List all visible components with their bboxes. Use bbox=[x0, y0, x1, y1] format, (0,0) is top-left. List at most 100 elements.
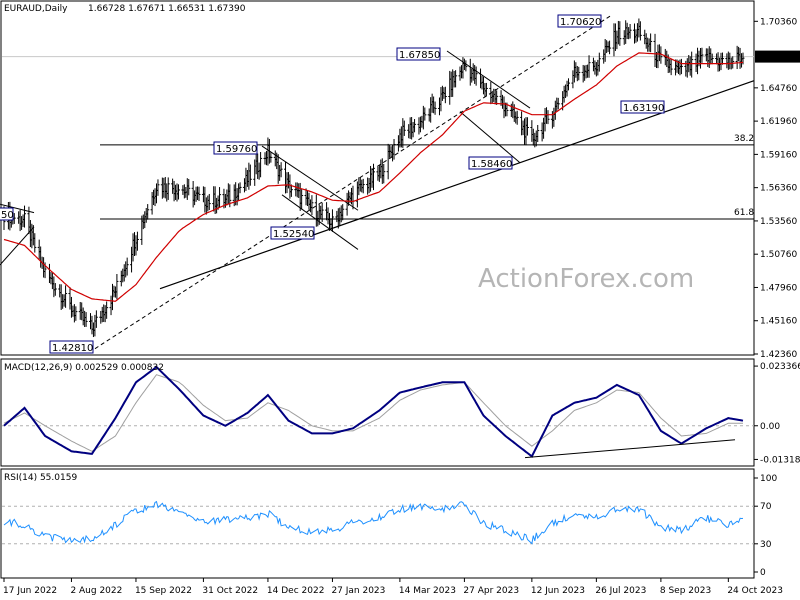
price-bar bbox=[700, 47, 704, 63]
price-bar bbox=[402, 120, 406, 136]
ohlc-readout: 1.66728 1.67671 1.66531 1.67390 bbox=[88, 4, 246, 14]
price-bar bbox=[638, 21, 642, 41]
channel-lower-2 bbox=[459, 111, 521, 164]
macd-tick-label: -0.013186 bbox=[760, 455, 800, 465]
price-bar bbox=[433, 101, 437, 115]
price-bar bbox=[577, 66, 581, 81]
time-tick-label: 2 Aug 2022 bbox=[70, 586, 122, 596]
time-tick-label: 26 Jul 2023 bbox=[595, 586, 646, 596]
price-bar bbox=[567, 78, 571, 91]
price-bar bbox=[248, 164, 252, 186]
time-tick-label: 31 Oct 2022 bbox=[202, 586, 258, 596]
price-bar bbox=[628, 23, 632, 39]
label-high-170620: 1.70620 bbox=[560, 17, 601, 28]
macd-line bbox=[3, 365, 744, 458]
channel-dashed-line bbox=[94, 14, 613, 350]
macd-layer bbox=[2, 365, 754, 459]
price-layer: 1.70620 1.67850 1.59760 1.58460 1.63190 1.525… bbox=[0, 14, 754, 354]
watermark: ActionForex.com bbox=[478, 264, 694, 294]
channel-lower-1 bbox=[281, 194, 359, 250]
channel-upper-2 bbox=[446, 50, 531, 109]
chart-title: EURAUD,Daily bbox=[4, 4, 68, 14]
price-bar bbox=[320, 202, 324, 222]
price-bar bbox=[259, 152, 263, 178]
time-tick-label: 17 Jun 2022 bbox=[3, 586, 57, 596]
label-158460: 1.58460 bbox=[471, 159, 512, 170]
label-low-142810-box bbox=[49, 340, 94, 354]
price-bar bbox=[115, 274, 119, 300]
price-bar bbox=[474, 66, 478, 86]
rsi-panel[interactable] bbox=[0, 468, 755, 579]
price-bar bbox=[659, 46, 663, 64]
label-159760: 1.59760 bbox=[216, 144, 257, 155]
fib-38-label: 38.2 bbox=[734, 134, 754, 144]
price-bar bbox=[372, 163, 375, 191]
price-tick-label: 1.42360 bbox=[760, 350, 797, 360]
macd-tick-label: 0.023366 bbox=[760, 362, 800, 372]
price-bar bbox=[310, 195, 314, 216]
price-tick-label: 1.45160 bbox=[760, 317, 797, 327]
price-tick-label: 1.70360 bbox=[760, 17, 797, 27]
price-bar bbox=[218, 187, 222, 208]
price-bar bbox=[587, 55, 591, 78]
time-tick-label: 8 Sep 2023 bbox=[660, 586, 711, 596]
price-bar bbox=[197, 186, 201, 201]
price-bar bbox=[341, 204, 345, 221]
price-bar bbox=[156, 179, 160, 196]
price-bar bbox=[382, 163, 386, 184]
rsi-title: RSI(14) 55.0159 bbox=[4, 473, 77, 483]
price-panel[interactable] bbox=[0, 0, 755, 356]
price-bar bbox=[413, 119, 417, 133]
price-bar bbox=[269, 152, 273, 163]
price-tick-label: 1.53560 bbox=[760, 217, 797, 227]
price-bar bbox=[618, 21, 622, 46]
price-bar bbox=[556, 97, 560, 110]
axis-layer: 1.70360 1.64760 1.61960 1.59160 1.56360 1.535… bbox=[3, 17, 800, 596]
label-167850: 1.67850 bbox=[399, 50, 440, 61]
price-bar bbox=[649, 33, 653, 53]
rsi-tick-label: 70 bbox=[760, 502, 772, 512]
current-price-tag bbox=[755, 50, 800, 63]
price-bar bbox=[720, 52, 724, 65]
label-partial-box bbox=[0, 207, 14, 221]
price-bar bbox=[525, 117, 529, 136]
price-bar bbox=[74, 306, 78, 321]
label-152540: 1.52540 bbox=[273, 229, 314, 240]
label-high-170620-box bbox=[557, 14, 602, 28]
time-tick-label: 14 Mar 2023 bbox=[399, 586, 456, 596]
price-bar bbox=[515, 110, 519, 125]
macd-divergence-line bbox=[524, 439, 736, 459]
price-bar bbox=[330, 209, 334, 232]
time-tick-label: 14 Dec 2022 bbox=[267, 586, 325, 596]
price-bar bbox=[94, 310, 98, 328]
left-top-line bbox=[0, 203, 35, 214]
price-bar bbox=[23, 205, 27, 228]
price-bar bbox=[187, 178, 191, 196]
time-tick-label: 27 Apr 2023 bbox=[463, 586, 519, 596]
price-bar bbox=[33, 233, 37, 253]
rsi-tick-label: 100 bbox=[760, 474, 777, 484]
label-low-142810: 1.42810 bbox=[52, 343, 93, 354]
label-partial: 50 bbox=[1, 210, 14, 221]
price-bar bbox=[289, 184, 293, 197]
label-163190: 1.63190 bbox=[623, 103, 664, 114]
rsi-tick-label: 30 bbox=[760, 540, 772, 550]
price-bar bbox=[484, 82, 488, 97]
price-bar bbox=[176, 184, 180, 200]
time-tick-label: 24 Oct 2023 bbox=[727, 586, 783, 596]
price-bar bbox=[710, 53, 714, 65]
macd-panel[interactable] bbox=[0, 358, 755, 467]
price-bar bbox=[64, 285, 68, 308]
price-tick-label: 1.64760 bbox=[760, 84, 797, 94]
label-167850-box bbox=[396, 47, 441, 61]
price-tick-label: 1.59160 bbox=[760, 150, 797, 160]
price-bar bbox=[125, 257, 129, 276]
price-bar bbox=[495, 90, 499, 105]
label-158460-box bbox=[468, 156, 513, 170]
price-bar bbox=[105, 301, 109, 319]
rsi-layer bbox=[2, 500, 754, 545]
price-bar bbox=[207, 193, 211, 211]
price-bar bbox=[279, 162, 283, 178]
price-bar bbox=[84, 312, 88, 327]
